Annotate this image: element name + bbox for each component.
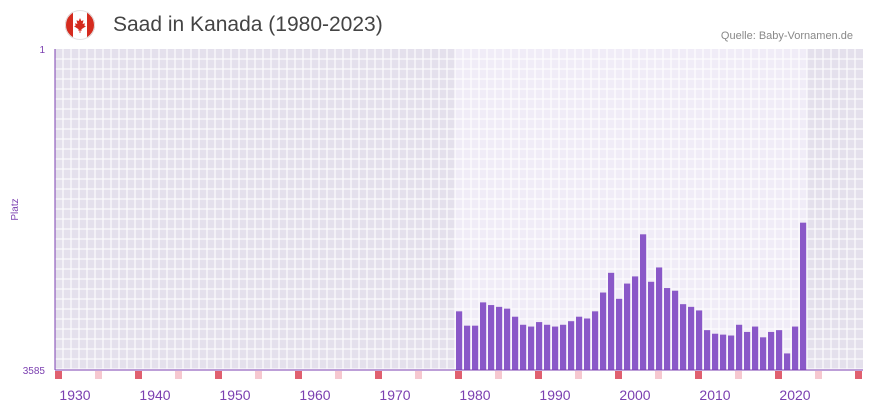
bar-2020 — [792, 326, 799, 370]
y-tick-top: 1 — [39, 45, 45, 56]
x-tick-1950: 1950 — [219, 387, 250, 403]
year-markers — [55, 371, 862, 379]
plot-grid — [55, 49, 863, 370]
minor-marker — [815, 371, 822, 379]
bar-1993 — [576, 316, 583, 370]
bar-1984 — [504, 308, 511, 370]
chart-title: Saad in Kanada (1980-2023) — [113, 13, 383, 36]
decade-marker — [135, 371, 142, 379]
decade-marker — [855, 371, 862, 379]
bar-2004 — [664, 288, 671, 370]
bar-1991 — [560, 324, 567, 370]
minor-marker — [655, 371, 662, 379]
bar-1997 — [608, 272, 615, 370]
bar-1982 — [488, 305, 495, 370]
y-tick-bottom: 3585 — [23, 366, 46, 377]
bar-2006 — [680, 304, 687, 370]
chart-header: Saad in Kanada (1980-2023) Quelle: Baby-… — [0, 0, 873, 48]
bar-2010 — [712, 333, 719, 370]
bar-series — [456, 222, 807, 370]
bar-1978 — [456, 311, 463, 370]
y-axis-label: Platz — [10, 198, 21, 220]
bar-1990 — [552, 326, 559, 370]
bar-2015 — [752, 326, 759, 370]
bar-2000 — [632, 276, 639, 370]
bar-2003 — [656, 267, 663, 370]
bar-1987 — [528, 326, 535, 370]
decade-marker — [775, 371, 782, 379]
bar-1998 — [616, 298, 623, 370]
bar-2021 — [800, 222, 807, 370]
bar-2011 — [720, 334, 727, 370]
bar-2016 — [760, 337, 767, 370]
source-credit: Quelle: Baby-Vornamen.de — [720, 30, 853, 42]
x-tick-labels: 1930 1940 1950 1960 1970 1980 1990 2000 2010 2020 — [59, 387, 810, 403]
decade-marker — [55, 371, 62, 379]
bar-1992 — [568, 321, 575, 370]
x-tick-1930: 1930 — [59, 387, 90, 403]
bar-1981 — [480, 302, 487, 370]
bar-1988 — [536, 322, 543, 370]
bar-1985 — [512, 316, 519, 370]
minor-marker — [735, 371, 742, 379]
minor-marker — [335, 371, 342, 379]
bar-1986 — [520, 324, 527, 370]
minor-marker — [575, 371, 582, 379]
decade-marker — [535, 371, 542, 379]
bar-2019 — [784, 353, 791, 370]
bar-2012 — [728, 335, 735, 370]
x-tick-1970: 1970 — [379, 387, 410, 403]
minor-marker — [95, 371, 102, 379]
bar-2008 — [696, 310, 703, 370]
bar-2009 — [704, 330, 711, 370]
canada-flag-icon — [65, 10, 95, 40]
bar-2014 — [744, 331, 751, 370]
bar-2005 — [672, 290, 679, 370]
decade-marker — [295, 371, 302, 379]
bar-1995 — [592, 311, 599, 370]
bar-1994 — [584, 318, 591, 370]
bar-1999 — [624, 283, 631, 370]
x-tick-1990: 1990 — [539, 387, 570, 403]
x-tick-1980: 1980 — [459, 387, 490, 403]
bar-1983 — [496, 306, 503, 370]
bar-1996 — [600, 292, 607, 370]
x-tick-1960: 1960 — [299, 387, 330, 403]
bar-2001 — [640, 234, 647, 370]
decade-marker — [215, 371, 222, 379]
minor-marker — [415, 371, 422, 379]
minor-marker — [255, 371, 262, 379]
bar-2013 — [736, 324, 743, 370]
x-tick-1940: 1940 — [139, 387, 170, 403]
bar-1979 — [464, 325, 471, 370]
x-tick-2000: 2000 — [619, 387, 650, 403]
bar-2017 — [768, 331, 775, 370]
x-tick-2020: 2020 — [779, 387, 810, 403]
bar-1980 — [472, 325, 479, 370]
bar-1989 — [544, 324, 551, 370]
decade-marker — [375, 371, 382, 379]
minor-marker — [175, 371, 182, 379]
x-tick-2010: 2010 — [699, 387, 730, 403]
bar-2007 — [688, 306, 695, 370]
decade-marker — [455, 371, 462, 379]
decade-marker — [615, 371, 622, 379]
decade-marker — [695, 371, 702, 379]
bar-2018 — [776, 330, 783, 370]
minor-marker — [495, 371, 502, 379]
bar-2002 — [648, 281, 655, 370]
